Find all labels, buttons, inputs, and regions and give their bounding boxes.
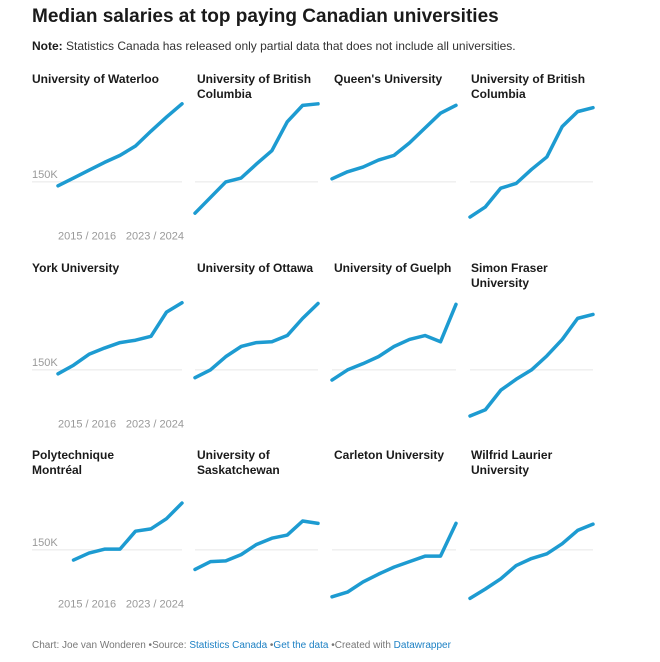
source-link[interactable]: Statistics Canada (189, 640, 268, 651)
line (193, 102, 320, 215)
x-tick-label: 2023 / 2024 (126, 599, 184, 611)
panel-title: York University (32, 261, 120, 275)
panel-title: Carleton University (334, 448, 445, 462)
x-tick-label: 2015 / 2016 (58, 231, 116, 243)
panel-title: University of Guelph (334, 261, 452, 275)
line (468, 522, 595, 601)
panel-title: University of Saskatchewan (197, 448, 280, 477)
panel-title: Wilfrid Laurier University (471, 448, 553, 477)
note-label: Note: (32, 39, 63, 53)
credit: Chart: Joe van Wonderen (32, 640, 146, 651)
x-tick-label: 2023 / 2024 (126, 231, 184, 243)
panel-title: Polytechnique Montréal (32, 448, 115, 477)
chart-title: Median salaries at top paying Canadian u… (32, 6, 499, 27)
panel-title: Simon Fraser University (471, 261, 548, 290)
y-tick-label: 150K (32, 537, 58, 549)
get-data-link[interactable]: Get the data (273, 640, 329, 651)
x-tick-label: 2015 / 2016 (58, 419, 116, 431)
line (330, 521, 458, 599)
separator (146, 640, 152, 651)
line (56, 300, 184, 376)
panel-title: University of British Columbia (197, 72, 312, 101)
source-label: Source: (152, 640, 187, 651)
panel-title: University of Waterloo (32, 72, 159, 86)
tool-link[interactable]: Datawrapper (393, 640, 451, 651)
line (330, 103, 458, 181)
y-tick-label: 150K (32, 357, 58, 369)
panel-title: University of British Columbia (471, 72, 586, 101)
y-tick-label: 150K (32, 169, 58, 181)
line (468, 312, 595, 418)
x-tick-label: 2015 / 2016 (58, 599, 116, 611)
panel-title: University of Ottawa (197, 261, 314, 275)
note-text: Statistics Canada has released only part… (66, 39, 516, 53)
line (71, 501, 184, 562)
line (56, 102, 184, 188)
line (330, 302, 458, 382)
separator (267, 640, 273, 651)
line (193, 519, 320, 572)
panel-title: Queen's University (334, 72, 443, 86)
line (193, 301, 320, 380)
x-tick-label: 2023 / 2024 (126, 419, 184, 431)
line (468, 105, 595, 219)
created-with: Created with (334, 640, 391, 651)
footer: Chart: Joe van Wonderen Source: Statistic… (32, 640, 451, 651)
note: Note: Statistics Canada has released onl… (32, 39, 516, 53)
separator (328, 640, 334, 651)
